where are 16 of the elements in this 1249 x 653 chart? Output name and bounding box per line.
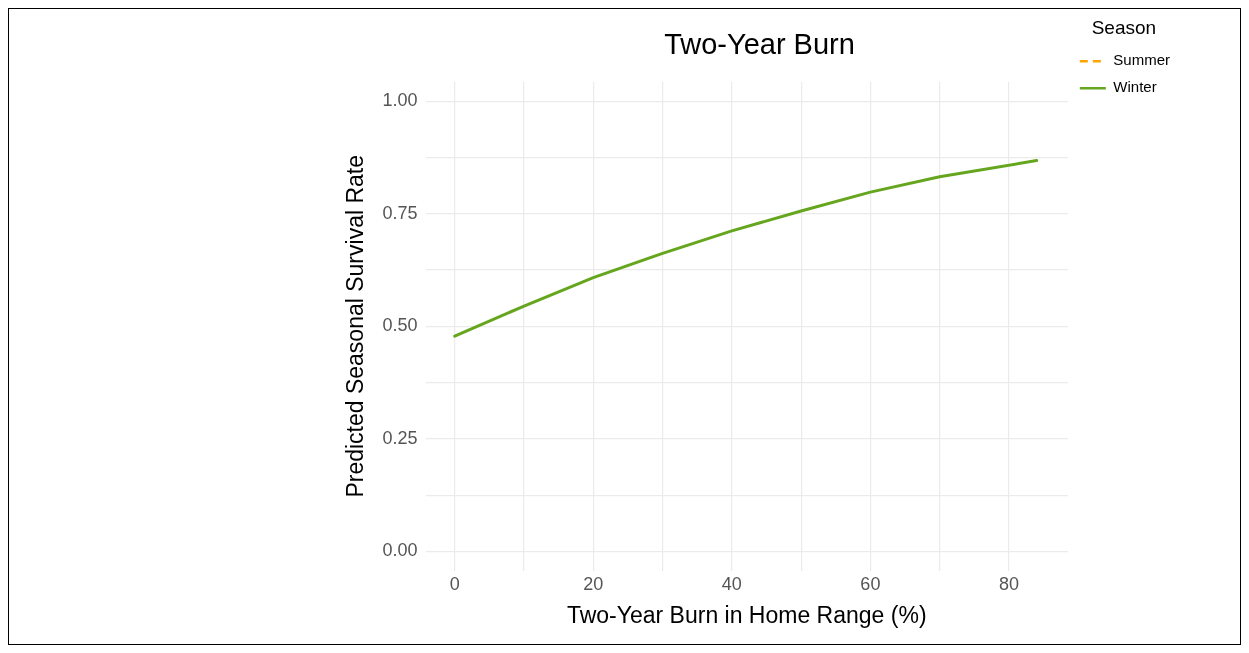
x-tick-label: 60 — [860, 573, 881, 594]
y-tick-label: 0.75 — [382, 202, 418, 223]
legend-label: Summer — [1113, 51, 1171, 69]
x-tick-label: 80 — [998, 573, 1019, 594]
y-tick-label: 0.00 — [382, 540, 418, 561]
y-tick-label: 0.50 — [382, 315, 418, 336]
y-tick-label: 1.00 — [382, 90, 418, 111]
y-axis-title: Predicted Seasonal Survival Rate — [342, 154, 369, 498]
x-axis-title: Two-Year Burn in Home Range (%) — [566, 601, 927, 628]
x-tick-label: 40 — [721, 573, 742, 594]
x-tick-label: 0 — [449, 573, 460, 594]
x-tick-label: 20 — [583, 573, 604, 594]
legend-label: Winter — [1113, 78, 1157, 96]
y-tick-label: 0.25 — [382, 427, 418, 448]
chart-title: Two-Year Burn — [664, 28, 855, 61]
legend-title: Season — [1091, 16, 1157, 38]
